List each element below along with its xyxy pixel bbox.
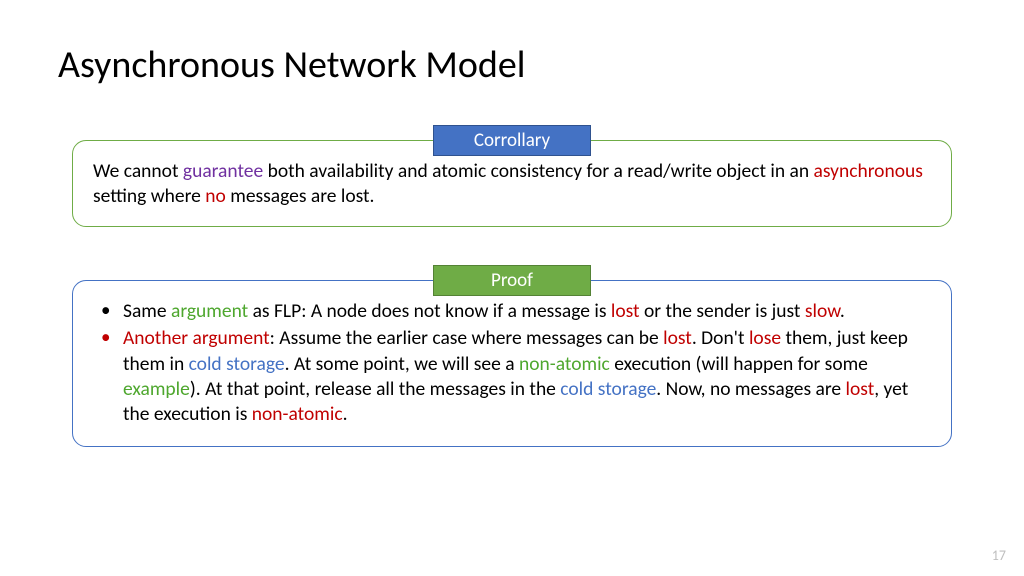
word-cold-storage: cold storage (560, 377, 656, 401)
text: both availability and atomic consistency… (263, 159, 813, 183)
text: . At some point, we will see a (285, 352, 519, 376)
word-lost: lost (846, 377, 875, 401)
word-cold-storage: cold storage (189, 352, 285, 376)
proof-text: Same argument as FLP: A node does not kn… (73, 281, 951, 446)
word-another-argument: Another argument (123, 326, 270, 350)
word-example: example (123, 377, 190, 401)
text: execution (will happen for some (610, 352, 868, 376)
word-slow: slow (805, 299, 840, 323)
proof-label: Proof (433, 265, 591, 296)
text: . Now, no messages are (656, 377, 845, 401)
text: . (840, 299, 845, 323)
word-guarantee: guarantee (183, 159, 263, 183)
proof-bullet-2: Another argument: Assume the earlier cas… (123, 326, 931, 427)
text: . Don't (692, 326, 749, 350)
word-lost: lost (663, 326, 692, 350)
text: ). At that point, release all the messag… (190, 377, 560, 401)
text: or the sender is just (640, 299, 805, 323)
proof-bullets: Same argument as FLP: A node does not kn… (93, 299, 931, 428)
proof-bullet-1: Same argument as FLP: A node does not kn… (123, 299, 931, 324)
word-non-atomic: non-atomic (252, 402, 343, 426)
word-lost: lost (611, 299, 640, 323)
word-non-atomic: non-atomic (519, 352, 610, 376)
text: We cannot (93, 159, 183, 183)
proof-box: Proof Same argument as FLP: A node does … (72, 280, 952, 447)
text: Same (123, 299, 171, 323)
word-asynchronous: asynchronous (814, 159, 923, 183)
page-number: 17 (992, 547, 1006, 564)
corollary-label: Corrollary (433, 125, 591, 156)
word-no: no (205, 184, 226, 208)
text: setting where (93, 184, 205, 208)
text: as FLP: A node does not know if a messag… (248, 299, 611, 323)
word-argument: argument (171, 299, 248, 323)
text: . (343, 402, 348, 426)
word-lose: lose (749, 326, 781, 350)
text: : Assume the earlier case where messages… (270, 326, 663, 350)
slide-title: Asynchronous Network Model (58, 42, 526, 88)
corollary-box: Corrollary We cannot guarantee both avai… (72, 140, 952, 227)
text: messages are lost. (226, 184, 375, 208)
